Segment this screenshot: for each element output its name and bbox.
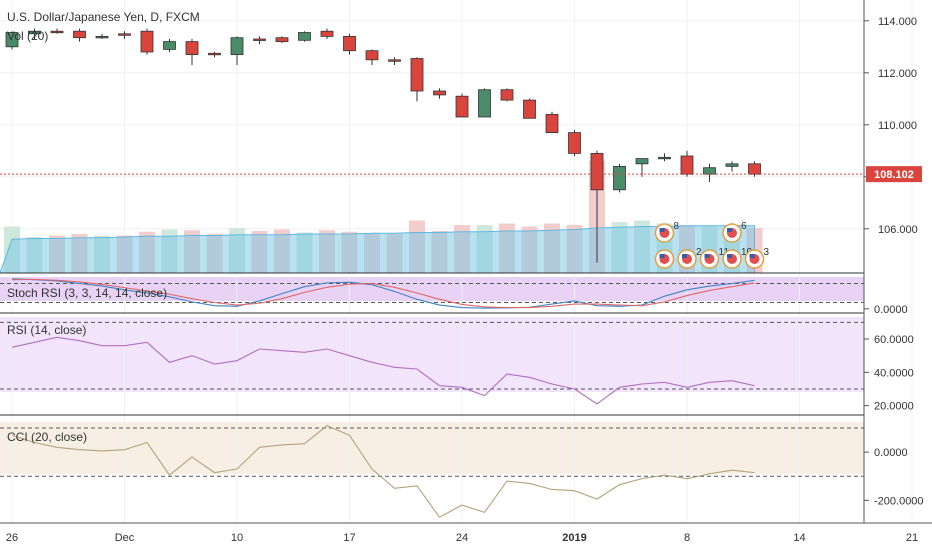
candle-body[interactable] [680, 155, 694, 175]
candle-body[interactable] [500, 89, 514, 101]
candle-body[interactable] [388, 59, 401, 62]
candle-body[interactable] [455, 95, 469, 118]
flag-icon [727, 254, 732, 258]
x-tick-label: 17 [343, 532, 355, 544]
rsi-series-line [11, 336, 755, 405]
volume-label: Vol (20) [7, 29, 48, 43]
candle-body[interactable] [5, 32, 19, 48]
cci-title: CCI (20, close) [7, 430, 87, 444]
event-marker-count: 10 [741, 247, 753, 258]
candle-body[interactable] [703, 167, 716, 175]
event-markers[interactable]: 8 6 2 11 10 3 [654, 221, 770, 269]
x-tick-label: 24 [456, 532, 468, 544]
candle-body[interactable] [523, 99, 536, 119]
cci-band [0, 422, 864, 474]
price-tick-label: 112.000 [878, 68, 917, 80]
volume-bars [0, 160, 763, 274]
candle-body[interactable] [725, 163, 739, 167]
event-marker-count: 2 [696, 247, 702, 258]
stoch-rsi-series-line [11, 278, 755, 309]
candle-body[interactable] [253, 38, 266, 41]
candle-body[interactable] [208, 52, 221, 56]
candle-body[interactable] [658, 156, 671, 160]
candle-body[interactable] [140, 30, 154, 53]
flag-icon [704, 254, 710, 258]
price-tick-label: 110.000 [878, 120, 917, 132]
candle-body[interactable] [365, 50, 379, 61]
stoch-rsi-tick-label: 0.0000 [874, 304, 908, 316]
x-tick-label: 14 [793, 532, 805, 544]
event-marker-count: 6 [741, 221, 747, 232]
candle-body[interactable] [320, 30, 334, 37]
volume-ma-area [0, 225, 755, 274]
candle-body[interactable] [163, 41, 176, 50]
candle-body[interactable] [73, 30, 86, 39]
candlestick-series[interactable] [5, 28, 761, 263]
price-tick-label: 114.000 [878, 16, 917, 28]
candle-body[interactable] [410, 58, 424, 92]
candle-body[interactable] [545, 114, 559, 134]
current-price-label: 108.102 [874, 169, 914, 181]
x-tick-label: 21 [906, 532, 918, 544]
candle-body[interactable] [275, 37, 289, 43]
rsi-tick-label: 60.0000 [874, 334, 914, 346]
cci-series-line [11, 425, 755, 518]
candle-body[interactable] [635, 158, 649, 165]
flag-icon [727, 228, 732, 232]
cci-tick-label: -200.0000 [874, 495, 924, 507]
event-marker-count: 11 [719, 247, 730, 258]
chart-title: U.S. Dollar/Japanese Yen, D, FXCM [7, 10, 200, 24]
candle-body[interactable] [478, 89, 491, 118]
candle-body[interactable] [95, 36, 109, 39]
candle-body[interactable] [298, 32, 311, 41]
flag-icon [659, 228, 665, 232]
candle-body[interactable] [613, 165, 626, 191]
x-tick-label: Dec [115, 532, 135, 544]
event-marker-count: 8 [674, 221, 680, 232]
candle-body[interactable] [118, 33, 131, 36]
rsi-title: RSI (14, close) [7, 323, 86, 337]
x-tick-label: 10 [231, 532, 243, 544]
price-tick-label: 106.000 [878, 224, 918, 236]
cci-tick-label: 0.0000 [874, 447, 908, 459]
candle-body[interactable] [230, 37, 244, 56]
candle-body[interactable] [568, 132, 581, 154]
flag-icon [749, 254, 755, 258]
candle-body[interactable] [433, 90, 446, 96]
x-tick-label: 2019 [562, 532, 586, 544]
x-tick-label: 8 [684, 532, 690, 544]
flag-icon [659, 254, 665, 258]
candle-body[interactable] [185, 41, 199, 55]
candle-body[interactable] [28, 30, 41, 35]
indicator-lines [0, 278, 864, 518]
candle-body[interactable] [590, 152, 604, 191]
candle-body[interactable] [748, 163, 761, 175]
current-price-tag [866, 166, 922, 183]
rsi-tick-label: 40.0000 [874, 367, 914, 379]
candle-body[interactable] [50, 30, 64, 34]
x-tick-label: 26 [6, 532, 18, 544]
candle-body[interactable] [343, 36, 356, 52]
stoch-rsi-title: Stoch RSI (3, 3, 14, 14, close) [7, 286, 167, 300]
event-marker-count: 3 [764, 247, 770, 258]
flag-icon [682, 254, 687, 258]
rsi-tick-label: 20.0000 [874, 401, 914, 413]
